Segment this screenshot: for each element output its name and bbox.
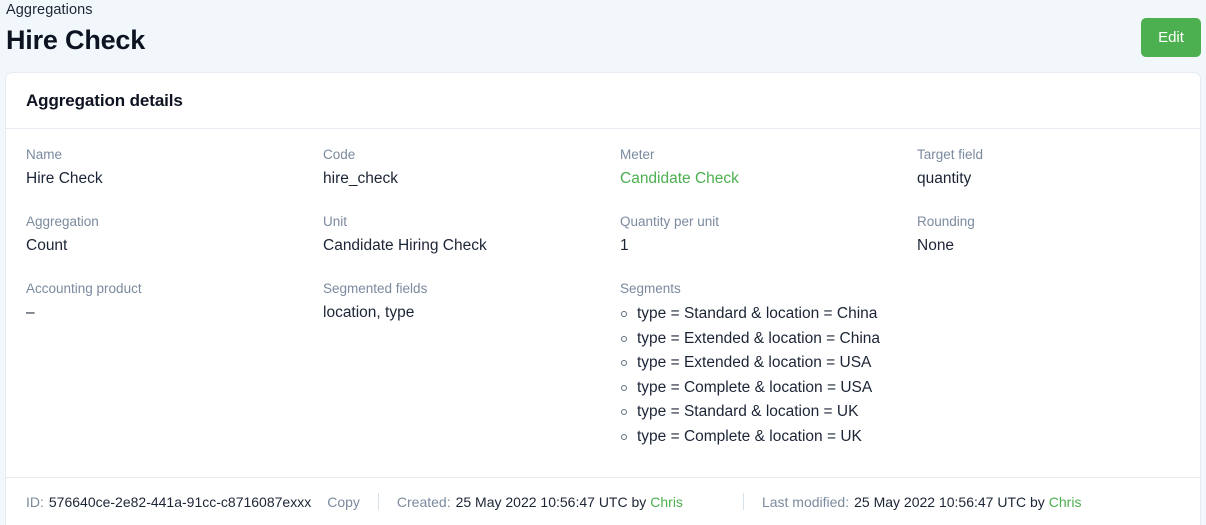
- card-title: Aggregation details: [26, 90, 183, 110]
- detail-field-segments: Segments type = Standard & location = Ch…: [620, 279, 917, 472]
- field-value: None: [917, 237, 955, 254]
- bullet-circle-icon: [621, 311, 627, 317]
- field-value: location, type: [323, 304, 415, 321]
- card-footer: ID: 576640ce-2e82-441a-91cc-c8716087exxx…: [6, 477, 1200, 525]
- detail-field-unit: Unit Candidate Hiring Check: [323, 212, 620, 279]
- detail-field-accounting-product: Accounting product –: [26, 279, 323, 472]
- bullet-circle-icon: [621, 335, 627, 342]
- bullet-circle-icon: [621, 360, 627, 367]
- field-label: Quantity per unit: [620, 214, 720, 229]
- segment-item: type = Complete & location = UK: [620, 425, 917, 450]
- field-value: Candidate Hiring Check: [323, 237, 487, 254]
- field-value: Count: [26, 237, 68, 254]
- segment-label: type = Extended & location = China: [637, 329, 880, 347]
- detail-field-meter: Meter Candidate Check: [620, 145, 917, 212]
- detail-field-segmented-fields: Segmented fields location, type: [323, 279, 620, 472]
- segment-item: type = Standard & location = UK: [620, 400, 917, 425]
- segment-item: type = Complete & location = USA: [620, 376, 917, 401]
- segments-list: type = Standard & location = China type …: [620, 302, 917, 450]
- field-value: hire_check: [323, 170, 398, 187]
- field-label: Segments: [620, 281, 681, 296]
- segment-label: type = Complete & location = UK: [637, 427, 862, 445]
- page-header: Aggregations Hire Check Edit: [0, 0, 1206, 72]
- aggregation-details-card: Aggregation details Name Hire Check Code…: [5, 72, 1201, 525]
- card-body: Name Hire Check Code hire_check Meter Ca…: [6, 129, 1200, 472]
- field-value: quantity: [917, 170, 972, 187]
- footer-created: Created: 25 May 2022 10:56:47 UTC by Chr…: [397, 494, 683, 510]
- field-label: Aggregation: [26, 214, 99, 229]
- meter-link[interactable]: Candidate Check: [620, 170, 739, 187]
- last-modified-value: 25 May 2022 10:56:47 UTC by: [854, 493, 1045, 510]
- footer-id: ID: 576640ce-2e82-441a-91cc-c8716087exxx…: [26, 494, 360, 510]
- segment-label: type = Complete & location = USA: [637, 378, 873, 396]
- page-title: Hire Check: [6, 25, 146, 55]
- detail-grid: Name Hire Check Code hire_check Meter Ca…: [26, 145, 1180, 472]
- segment-label: type = Standard & location = UK: [637, 403, 859, 421]
- detail-field-target-field: Target field quantity: [917, 145, 1180, 212]
- segment-label: type = Extended & location = USA: [637, 354, 872, 372]
- created-value: 25 May 2022 10:56:47 UTC by: [455, 493, 647, 510]
- created-label: Created:: [396, 493, 451, 510]
- field-value: –: [26, 304, 35, 321]
- field-label: Target field: [917, 147, 984, 162]
- field-label: Unit: [323, 214, 348, 229]
- detail-field-quantity-per-unit: Quantity per unit 1: [620, 212, 917, 279]
- field-label: Rounding: [917, 214, 975, 229]
- bullet-circle-icon: [621, 409, 627, 416]
- segment-item: type = Extended & location = USA: [620, 351, 917, 376]
- detail-field-name: Name Hire Check: [26, 145, 323, 212]
- segment-label: type = Standard & location = China: [637, 305, 878, 322]
- field-label: Segmented fields: [323, 281, 428, 296]
- breadcrumb[interactable]: Aggregations: [6, 2, 93, 18]
- card-header: Aggregation details: [6, 73, 1200, 129]
- detail-field-rounding: Rounding None: [917, 212, 1180, 279]
- segment-item: type = Extended & location = China: [620, 327, 917, 352]
- detail-field-code: Code hire_check: [323, 145, 620, 212]
- segment-item: type = Standard & location = China: [620, 302, 917, 327]
- edit-button[interactable]: Edit: [1141, 18, 1201, 57]
- footer-last-modified: Last modified: 25 May 2022 10:56:47 UTC …: [762, 494, 1082, 510]
- id-label: ID:: [26, 493, 44, 510]
- detail-cell-empty: [917, 279, 1180, 472]
- footer-divider: [742, 493, 744, 510]
- field-value: 1: [620, 237, 629, 254]
- footer-divider: [377, 493, 379, 510]
- field-label: Name: [26, 147, 63, 162]
- created-user-link[interactable]: Chris: [650, 493, 683, 510]
- copy-button[interactable]: Copy: [327, 493, 360, 510]
- field-value: Hire Check: [26, 170, 103, 187]
- last-modified-label: Last modified:: [761, 493, 850, 510]
- id-value: 576640ce-2e82-441a-91cc-c8716087exxx: [48, 493, 312, 510]
- last-modified-user-link[interactable]: Chris: [1048, 493, 1082, 510]
- bullet-circle-icon: [621, 433, 627, 440]
- field-label: Code: [323, 147, 356, 162]
- field-label: Meter: [620, 147, 655, 162]
- field-label: Accounting product: [26, 281, 142, 296]
- bullet-circle-icon: [621, 384, 627, 391]
- detail-field-aggregation: Aggregation Count: [26, 212, 323, 279]
